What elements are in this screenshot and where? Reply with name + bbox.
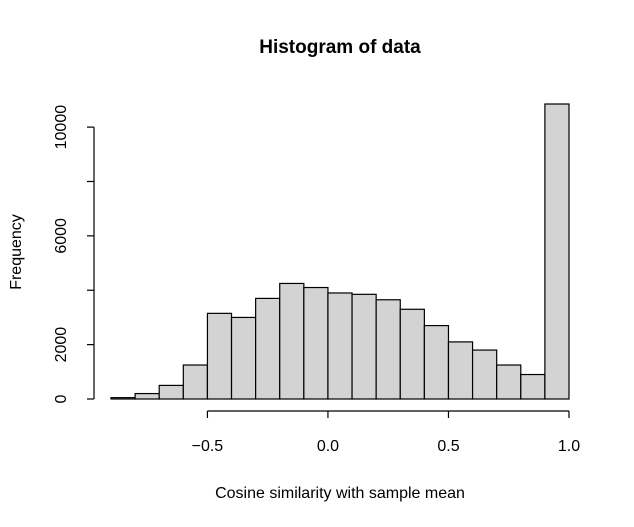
x-tick-label: −0.5: [192, 438, 224, 455]
histogram-bar: [279, 282, 305, 400]
histogram-bar: [134, 392, 160, 400]
x-tick-label: 0.0: [317, 438, 339, 455]
histogram-bar: [496, 364, 522, 400]
y-tick-label: 2000: [53, 327, 70, 363]
y-tick-label: 6000: [53, 218, 70, 254]
bars-group: [110, 103, 570, 400]
histogram-bar: [423, 324, 450, 400]
x-tick-label: 1.0: [558, 438, 580, 455]
x-tick-label: 0.5: [437, 438, 459, 455]
histogram-bar: [375, 299, 401, 400]
y-axis: 0 2000 6000 10000: [53, 105, 95, 403]
histogram-bar: [158, 384, 184, 400]
histogram-bar: [399, 308, 425, 400]
y-axis-label: Frequency: [8, 214, 25, 290]
x-axis-label: Cosine similarity with sample mean: [215, 485, 465, 502]
histogram-bar: [351, 293, 377, 400]
histogram-bar: [110, 397, 136, 400]
histogram-bar: [447, 341, 474, 400]
chart-title: Histogram of data: [259, 37, 421, 58]
histogram-bar: [206, 312, 233, 400]
x-axis: −0.5 0.0 0.5 1.0: [192, 410, 580, 455]
histogram-bar: [230, 316, 257, 400]
histogram-bar: [520, 373, 546, 400]
histogram-bar: [303, 286, 329, 400]
y-tick-label: 0: [53, 394, 70, 403]
y-tick-label: 10000: [53, 105, 70, 150]
histogram-bar: [255, 297, 281, 400]
histogram-bar: [182, 364, 209, 400]
histogram-bar: [327, 292, 353, 400]
histogram-bar: [471, 349, 498, 400]
histogram-bar: [544, 103, 570, 400]
